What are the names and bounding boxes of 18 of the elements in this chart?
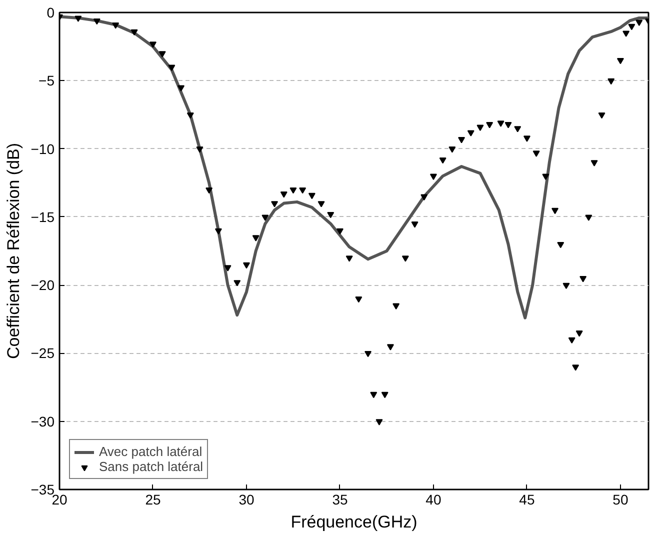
y-tick-label: −15	[30, 208, 55, 225]
y-axis-title: Coefficient de Réflexion (dB)	[4, 142, 23, 360]
y-tick-label: −25	[30, 345, 55, 362]
x-tick-label: 40	[426, 492, 442, 508]
y-tick-label: −30	[30, 413, 55, 430]
x-tick-label: 50	[612, 492, 628, 508]
x-axis-title: Fréquence(GHz)	[290, 512, 418, 532]
y-tick-label: −10	[30, 140, 55, 157]
y-tick-label: −20	[30, 277, 55, 294]
x-tick-label: 45	[519, 492, 535, 508]
legend-label: Avec patch latéral	[99, 444, 202, 459]
x-tick-label: 35	[332, 492, 348, 508]
x-tick-label: 30	[238, 492, 254, 508]
y-tick-label: −5	[38, 72, 55, 89]
line-series	[60, 15, 648, 320]
legend-label: Sans patch latéral	[99, 459, 204, 474]
y-tick-label: 0	[46, 4, 55, 20]
x-tick-label: 25	[145, 492, 161, 508]
